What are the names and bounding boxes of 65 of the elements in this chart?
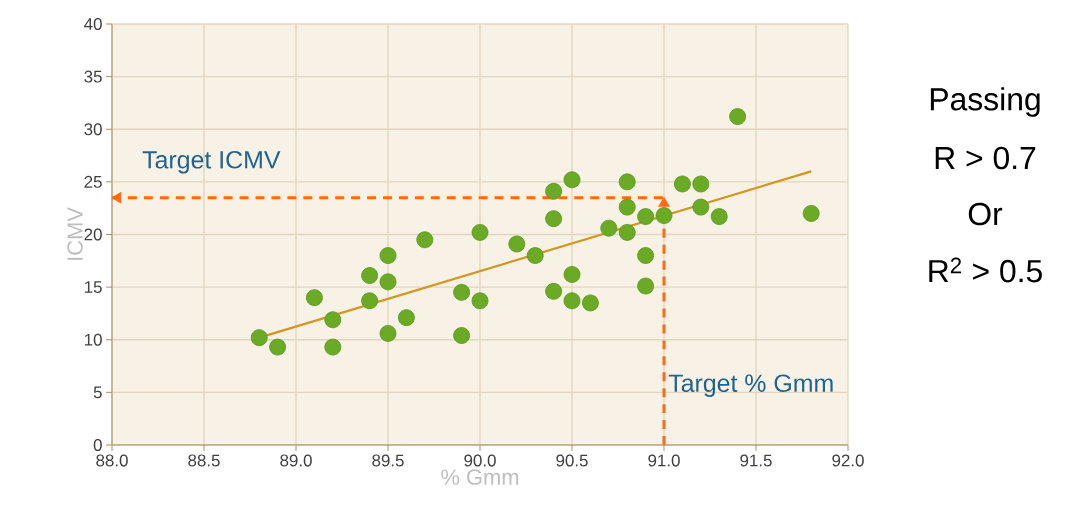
point [802,205,820,222]
point [361,267,379,284]
point [379,273,397,291]
point [379,325,397,342]
point [453,327,471,344]
x-tick-label: 88.5 [188,454,220,467]
point [618,198,636,216]
point [655,207,673,224]
point [674,175,691,193]
point [563,292,581,310]
y-tick-label: 0 [93,438,102,451]
point [563,266,581,283]
text: Or [968,202,1003,226]
y-tick-label: 5 [93,386,102,399]
x-tick-label: 89.5 [372,454,404,467]
point [710,208,728,225]
text: Passing [930,87,1040,117]
point [526,247,544,264]
point [729,108,747,125]
y-tick-label: 20 [84,228,102,241]
point [600,219,618,237]
x-tick-label: 90.0 [464,454,496,467]
y-tick-label: 30 [84,123,102,136]
y-tick-label: 10 [84,333,102,346]
point [471,223,489,241]
point [324,338,342,356]
point [379,247,397,264]
point [692,198,710,216]
text: R > 0.7 [935,146,1036,170]
point [306,289,323,307]
x-tick-label: 89.0 [280,454,312,467]
point [618,223,636,241]
point [361,292,379,310]
point [471,292,489,310]
point [582,294,599,312]
point [692,175,710,193]
point [545,282,563,300]
y-tick-label: 15 [84,281,102,294]
y-tick-label: 25 [84,175,102,188]
point [453,283,471,301]
point [637,247,655,264]
ref-line-label: Target % Gmm [668,374,833,397]
point [416,231,434,249]
point [250,329,268,347]
point [269,338,287,356]
x-tick-label: 91.5 [740,454,772,467]
x-tick-label: 88.0 [96,454,128,467]
point [398,309,415,327]
point [637,208,655,225]
y-tick-label: 40 [84,17,102,30]
x-tick-label: 92.0 [832,454,864,467]
y-axis-title: ICMV [67,207,83,260]
y-tick-label: 35 [84,70,102,83]
text: R$^{2}$ > 0.5 [929,257,1042,283]
x-axis-title: % Gmm [441,469,519,485]
x-tick-label: 90.5 [556,454,588,467]
point [324,311,342,329]
ref-line-label: Target ICMV [142,150,281,174]
point [545,210,563,228]
point [637,277,655,295]
point [563,171,581,189]
point [545,182,563,200]
x-tick-label: 91.0 [648,454,680,467]
point [618,173,636,191]
point [508,235,526,253]
